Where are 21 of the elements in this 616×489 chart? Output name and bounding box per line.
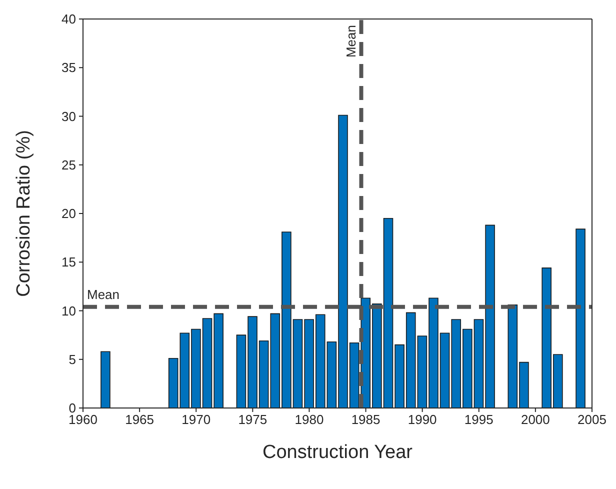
x-tick-label: 1965: [125, 412, 154, 428]
y-tick-label: 20: [62, 206, 76, 222]
y-tick-label: 25: [62, 157, 76, 172]
x-tick-label: 1975: [238, 412, 268, 428]
y-tick-label: 40: [62, 12, 76, 27]
ref-line-label: Mean: [87, 286, 120, 302]
x-tick-label: 1990: [408, 412, 437, 428]
x-tick-label: 1970: [182, 412, 211, 428]
ref-line-label: Mean: [343, 25, 358, 58]
y-tick-label: 10: [62, 303, 76, 318]
x-tick-label: 2000: [520, 412, 550, 428]
x-tick-label: 2005: [578, 412, 606, 428]
y-tick-label: 35: [62, 60, 76, 76]
x-tick-label: 1980: [294, 412, 324, 428]
x-tick-label: 1985: [351, 412, 380, 428]
x-tick-label: 1995: [464, 412, 494, 428]
y-tick-label: 5: [68, 352, 76, 367]
y-tick-label: 15: [62, 254, 76, 270]
y-tick-label: 30: [62, 108, 76, 124]
y-axis-title: Corrosion Ratio (%): [14, 130, 35, 297]
x-axis-title: Construction Year: [262, 442, 414, 463]
